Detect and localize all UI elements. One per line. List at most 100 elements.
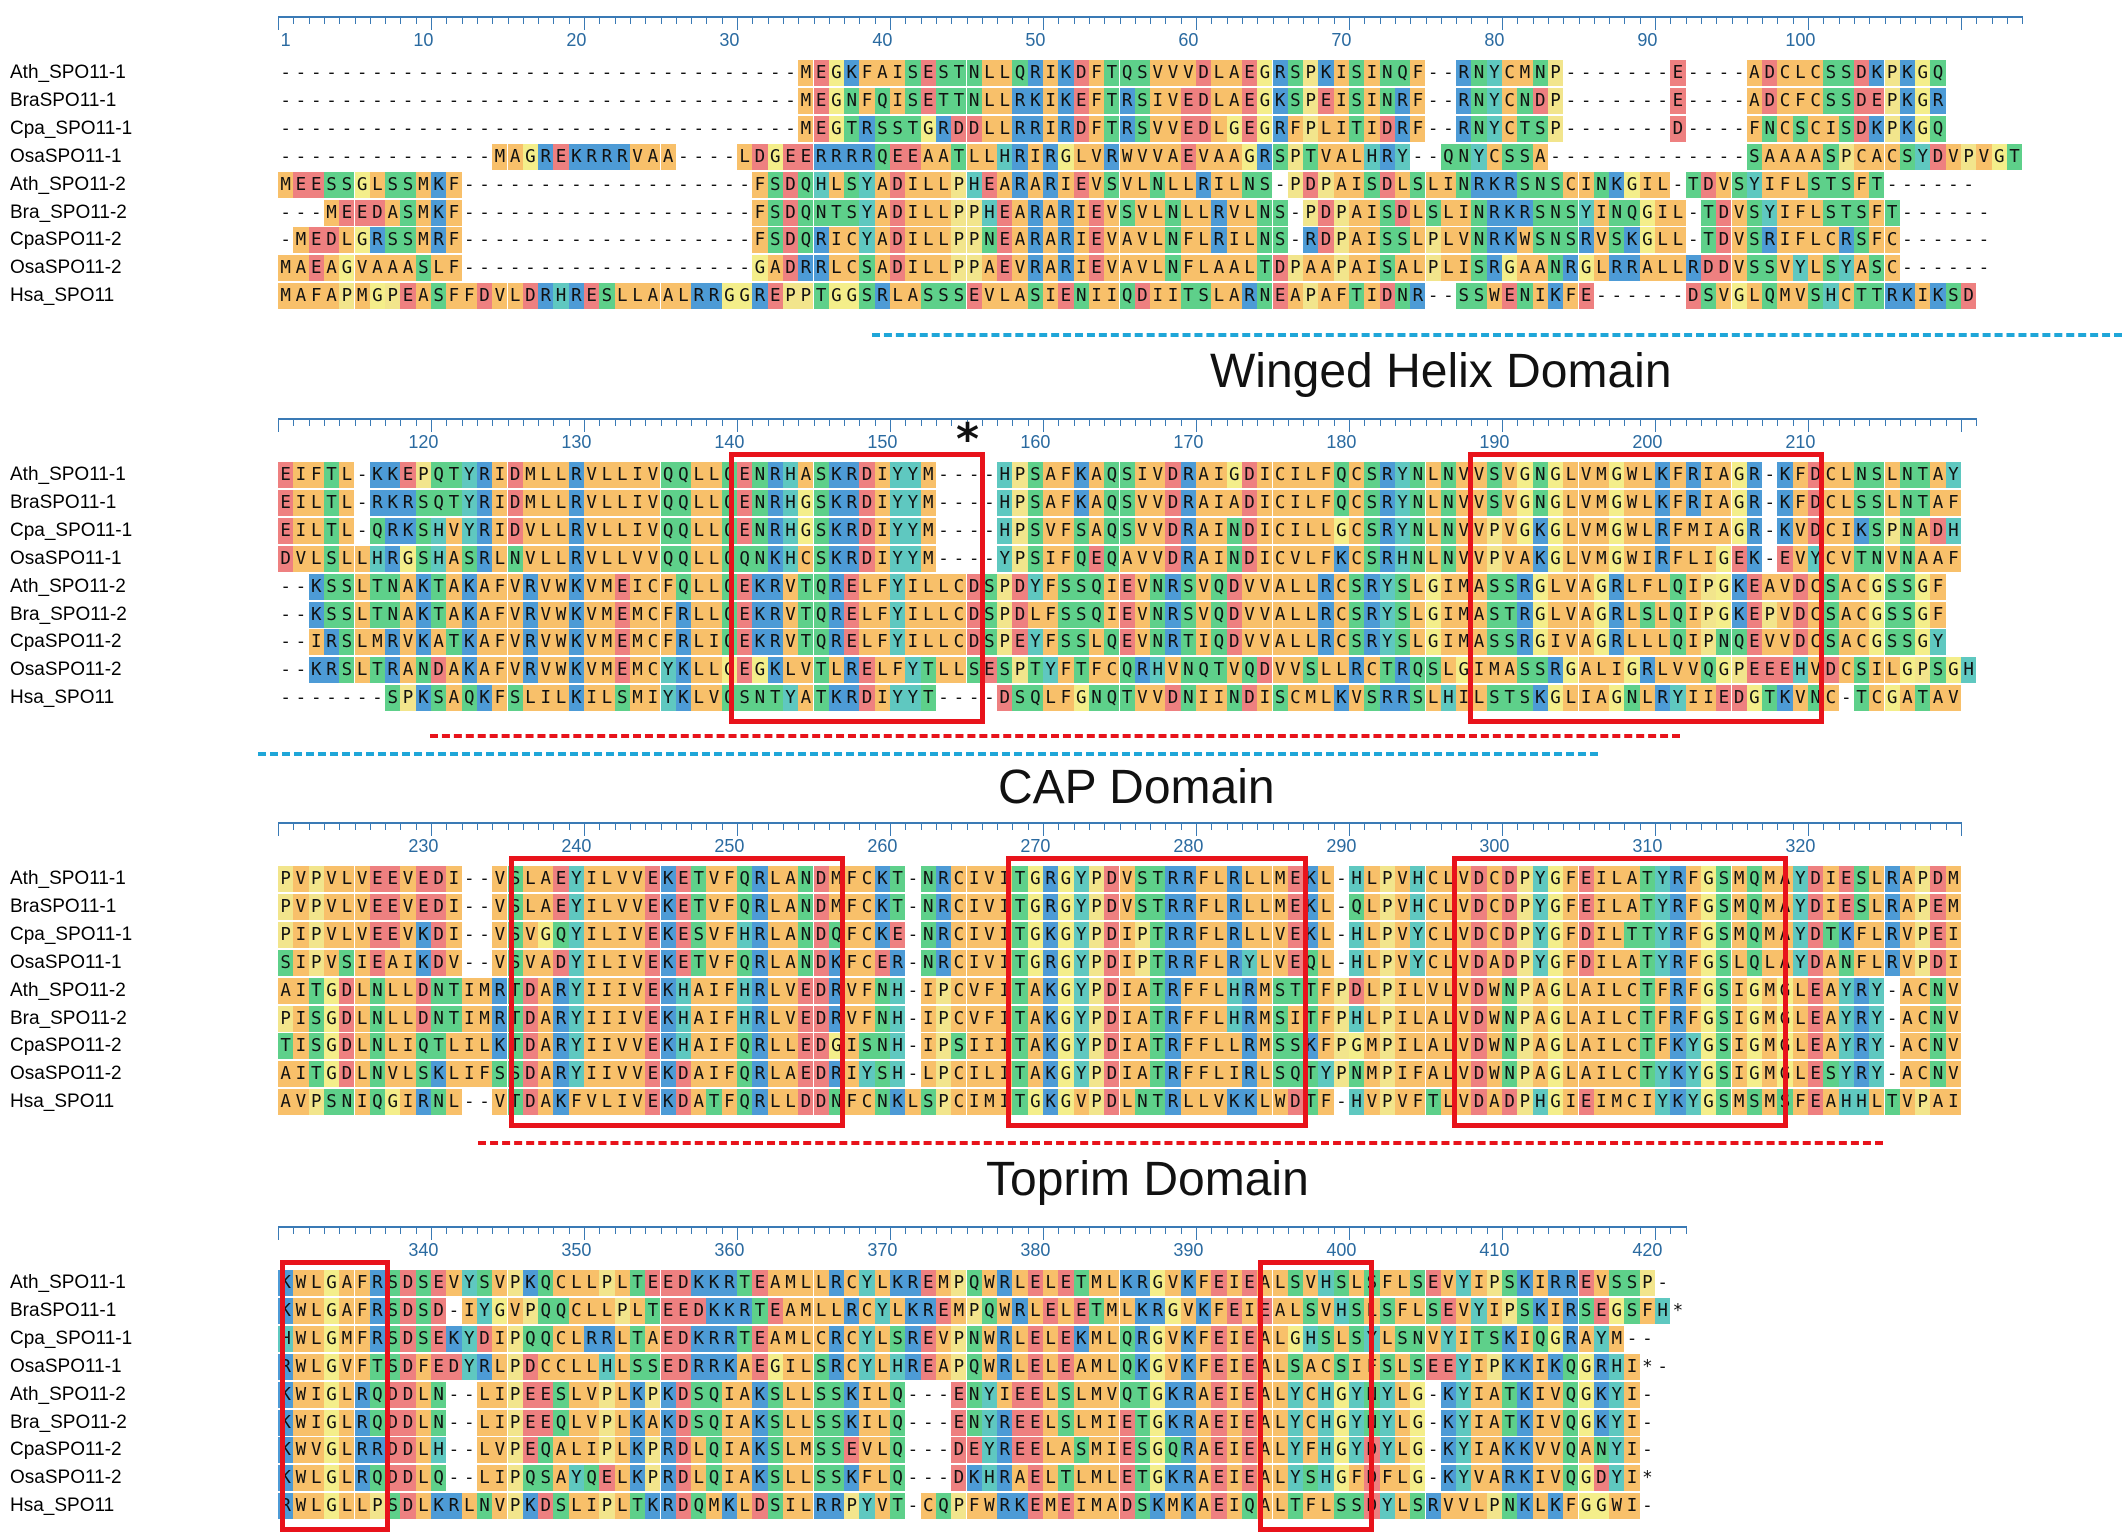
residue: H bbox=[981, 199, 998, 226]
residue: S bbox=[415, 1325, 431, 1352]
residue: F bbox=[1058, 685, 1074, 712]
residue: S bbox=[1027, 462, 1043, 488]
residue: V bbox=[1547, 1465, 1564, 1492]
residue: G bbox=[1731, 283, 1747, 310]
ruler-tick bbox=[1976, 418, 1978, 426]
residue: K bbox=[1073, 462, 1089, 488]
residue: P bbox=[645, 1381, 661, 1408]
residue: I bbox=[1364, 87, 1380, 114]
residue: - bbox=[540, 90, 552, 111]
residue: E bbox=[798, 143, 814, 170]
residue: L bbox=[1425, 462, 1441, 488]
residue: F bbox=[1670, 489, 1686, 516]
ruler-tick bbox=[1746, 16, 1748, 24]
residue: L bbox=[538, 462, 554, 488]
residue: S bbox=[1563, 227, 1579, 254]
residue: L bbox=[1303, 517, 1319, 544]
residue: P bbox=[1012, 517, 1028, 544]
residue: L bbox=[568, 1493, 584, 1520]
residue: A bbox=[645, 283, 661, 310]
residue: S bbox=[1746, 199, 1763, 226]
residue: S bbox=[308, 1033, 324, 1060]
ruler-tick bbox=[1532, 822, 1534, 830]
residue: T bbox=[1853, 283, 1870, 310]
ruler-tick bbox=[308, 822, 310, 830]
residue: - bbox=[310, 146, 322, 167]
residue: P bbox=[966, 255, 982, 282]
residue: S bbox=[1196, 283, 1212, 310]
residue: A bbox=[1318, 255, 1334, 282]
residue: T bbox=[1517, 115, 1533, 142]
residue: L bbox=[476, 1437, 493, 1464]
residue: K bbox=[844, 1381, 860, 1408]
residue: A bbox=[1823, 1089, 1839, 1116]
residue: R bbox=[1471, 171, 1487, 198]
residue: E bbox=[293, 171, 309, 198]
ruler-tick bbox=[752, 418, 754, 426]
residue: R bbox=[1563, 1270, 1579, 1296]
residue: F bbox=[1792, 1089, 1808, 1116]
residue: - bbox=[540, 174, 552, 195]
ruler-tick bbox=[1700, 16, 1702, 24]
residue: I bbox=[1333, 60, 1349, 86]
residue: L bbox=[1150, 199, 1166, 226]
residue: T bbox=[1700, 227, 1717, 254]
ruler-tick bbox=[629, 822, 631, 830]
residue: N bbox=[1410, 545, 1426, 572]
residue: T bbox=[1700, 199, 1717, 226]
residue: K bbox=[890, 1089, 906, 1116]
residue: - bbox=[555, 258, 567, 279]
residue: M bbox=[1593, 517, 1610, 544]
residue: F bbox=[1088, 115, 1105, 142]
residue: L bbox=[354, 601, 370, 628]
residue: Q bbox=[981, 1297, 998, 1324]
residue: C bbox=[568, 1297, 584, 1324]
sequence-name: OsaSPO11-2 bbox=[10, 1467, 122, 1489]
residue: R bbox=[660, 1465, 676, 1492]
residue: - bbox=[907, 1036, 919, 1057]
residue: S bbox=[1180, 601, 1196, 628]
residue: A bbox=[1899, 1061, 1916, 1088]
residue: E bbox=[1211, 1381, 1227, 1408]
residue: A bbox=[1272, 601, 1288, 628]
residue: A bbox=[1869, 143, 1885, 170]
residue: E bbox=[522, 1437, 539, 1464]
residue: S bbox=[828, 1465, 845, 1492]
residue: V bbox=[1456, 1297, 1472, 1324]
residue: - bbox=[1886, 1064, 1898, 1085]
residue: P bbox=[308, 893, 324, 920]
residue: P bbox=[935, 977, 952, 1004]
residue: W bbox=[1486, 283, 1502, 310]
residue: S bbox=[1930, 657, 1946, 684]
ruler-tick bbox=[1685, 418, 1687, 426]
residue: D bbox=[431, 866, 447, 892]
ruler-tick bbox=[400, 822, 402, 830]
residue: S bbox=[323, 545, 340, 572]
residue: Q bbox=[890, 1381, 906, 1408]
residue: P bbox=[1884, 517, 1900, 544]
ruler-tick-label: 400 bbox=[1326, 1240, 1357, 1260]
residue: N bbox=[415, 657, 431, 684]
residue: F bbox=[1379, 1465, 1395, 1492]
ruler-tick bbox=[461, 418, 463, 426]
residue: - bbox=[479, 1092, 490, 1113]
residue: - bbox=[1978, 202, 1990, 223]
residue: - bbox=[953, 492, 965, 513]
residue: Q bbox=[660, 462, 676, 488]
residue: E bbox=[951, 1409, 967, 1436]
residue: Q bbox=[1349, 893, 1365, 920]
ruler-tick bbox=[828, 1226, 830, 1234]
residue: V bbox=[1456, 227, 1472, 254]
residue: N bbox=[431, 1409, 447, 1436]
residue: - bbox=[341, 63, 353, 83]
residue: D bbox=[1930, 143, 1946, 170]
residue: - bbox=[1657, 90, 1668, 111]
residue: - bbox=[525, 230, 536, 251]
residue: L bbox=[1303, 545, 1319, 572]
residue: L bbox=[782, 1409, 799, 1436]
residue: L bbox=[339, 545, 355, 572]
residue: M bbox=[1593, 545, 1610, 572]
residue: R bbox=[522, 601, 539, 628]
residue: E bbox=[1073, 1297, 1089, 1324]
residue: G bbox=[354, 227, 370, 254]
